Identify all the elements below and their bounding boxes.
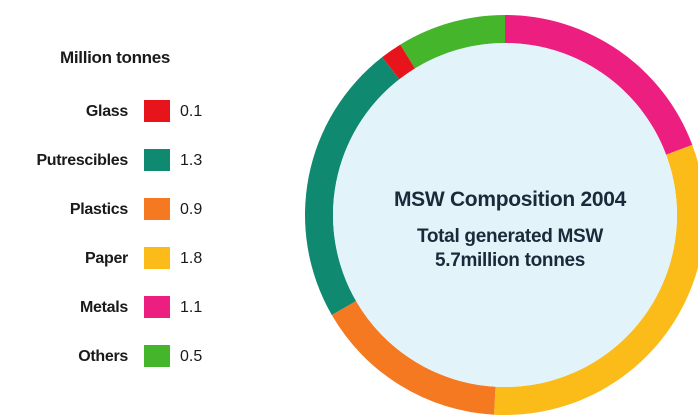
legend-swatch (144, 100, 170, 122)
chart-center-subtitle-line2: 5.7million tonnes (434, 250, 586, 271)
donut-center (333, 43, 677, 387)
legend-item-paper: Paper 1.8 (0, 247, 240, 273)
legend-value: 0.1 (180, 103, 203, 120)
donut-slice-paper (493, 144, 698, 415)
legend-label: Glass (85, 103, 128, 120)
donut-slice-putrescibles (305, 57, 400, 315)
chart-legend: Million tonnes Glass 0.1 Putrescibles 1.3 Pl… (0, 0, 260, 418)
legend-value: 1.3 (180, 152, 203, 169)
donut-slice-metals (505, 15, 693, 155)
legend-label: Others (78, 348, 128, 365)
legend-label: Metals (80, 299, 128, 316)
legend-value: 0.5 (180, 348, 203, 365)
donut-slice-plastics (331, 301, 496, 415)
donut-slice-glass (382, 44, 415, 80)
legend-item-others: Others 0.5 (0, 345, 240, 371)
legend-item-putrescibles: Putrescibles 1.3 (0, 149, 240, 175)
legend-item-glass: Glass 0.1 (0, 100, 240, 126)
chart-center-title: MSW Composition 2004 (393, 188, 627, 211)
legend-value: 0.9 (180, 201, 203, 218)
legend-label: Putrescibles (36, 152, 128, 169)
legend-label: Plastics (69, 201, 128, 218)
legend-item-plastics: Plastics 0.9 (0, 198, 240, 224)
legend-value: 1.8 (180, 250, 203, 267)
legend-title: Million tonnes (60, 48, 171, 67)
legend-swatch (144, 198, 170, 220)
legend-swatch (144, 247, 170, 269)
legend-item-metals: Metals 1.1 (0, 296, 240, 322)
chart-center-subtitle-line1: Total generated MSW (416, 226, 604, 247)
legend-swatch (144, 296, 170, 318)
legend-swatch (144, 149, 170, 171)
donut-slice-others (400, 15, 505, 69)
legend-swatch (144, 345, 170, 367)
legend-label: Paper (85, 250, 128, 267)
legend-value: 1.1 (180, 299, 203, 316)
